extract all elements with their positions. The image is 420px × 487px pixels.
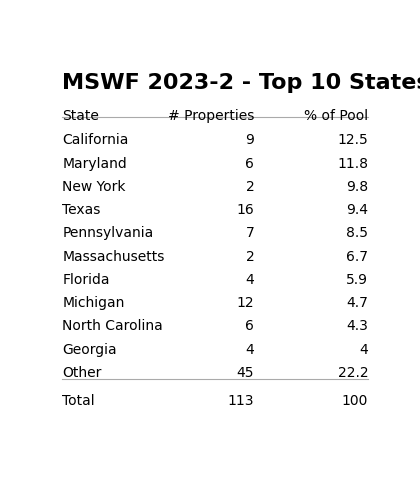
Text: 5.9: 5.9	[346, 273, 368, 287]
Text: Total: Total	[62, 394, 95, 408]
Text: 12: 12	[237, 296, 255, 310]
Text: Maryland: Maryland	[62, 157, 127, 170]
Text: Other: Other	[62, 366, 102, 380]
Text: MSWF 2023-2 - Top 10 States: MSWF 2023-2 - Top 10 States	[62, 74, 420, 94]
Text: 100: 100	[342, 394, 368, 408]
Text: 22.2: 22.2	[338, 366, 368, 380]
Text: 4.3: 4.3	[346, 319, 368, 334]
Text: Georgia: Georgia	[62, 343, 117, 356]
Text: 16: 16	[236, 203, 255, 217]
Text: 11.8: 11.8	[337, 157, 368, 170]
Text: 6: 6	[245, 157, 255, 170]
Text: New York: New York	[62, 180, 126, 194]
Text: 12.5: 12.5	[338, 133, 368, 148]
Text: Florida: Florida	[62, 273, 110, 287]
Text: 6.7: 6.7	[346, 250, 368, 263]
Text: State: State	[62, 109, 99, 123]
Text: North Carolina: North Carolina	[62, 319, 163, 334]
Text: Michigan: Michigan	[62, 296, 125, 310]
Text: # Properties: # Properties	[168, 109, 255, 123]
Text: 4: 4	[246, 273, 255, 287]
Text: 6: 6	[245, 319, 255, 334]
Text: 45: 45	[237, 366, 255, 380]
Text: 9: 9	[245, 133, 255, 148]
Text: % of Pool: % of Pool	[304, 109, 368, 123]
Text: California: California	[62, 133, 129, 148]
Text: Pennsylvania: Pennsylvania	[62, 226, 154, 241]
Text: 4.7: 4.7	[346, 296, 368, 310]
Text: 2: 2	[246, 180, 255, 194]
Text: 8.5: 8.5	[346, 226, 368, 241]
Text: 9.8: 9.8	[346, 180, 368, 194]
Text: 4: 4	[360, 343, 368, 356]
Text: 2: 2	[246, 250, 255, 263]
Text: Massachusetts: Massachusetts	[62, 250, 165, 263]
Text: 9.4: 9.4	[346, 203, 368, 217]
Text: 4: 4	[246, 343, 255, 356]
Text: 7: 7	[246, 226, 255, 241]
Text: 113: 113	[228, 394, 255, 408]
Text: Texas: Texas	[62, 203, 101, 217]
